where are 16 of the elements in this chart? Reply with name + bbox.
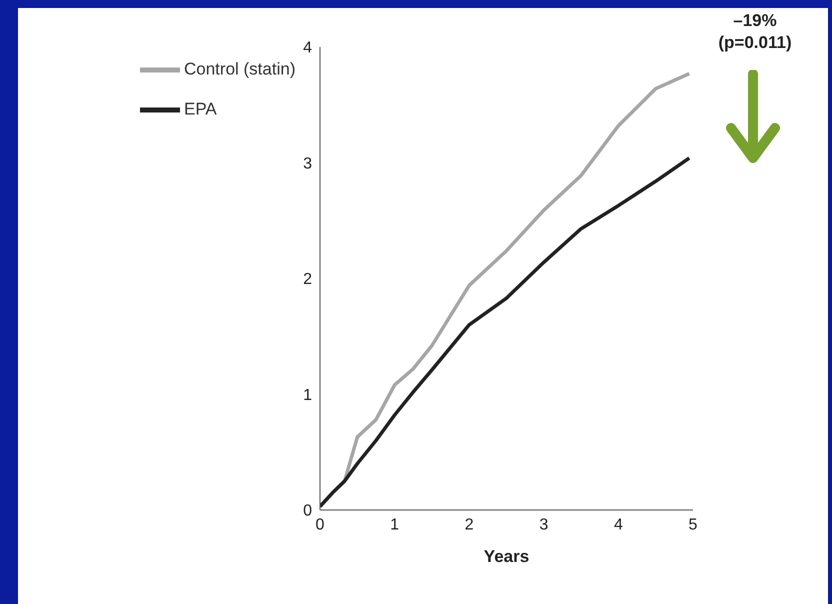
y-tick-label: 3	[303, 155, 312, 172]
legend-label: Control (statin)	[184, 59, 296, 78]
x-tick-label: 1	[390, 516, 400, 534]
legend-label: EPA	[184, 99, 217, 118]
y-tick-label: 0	[303, 502, 312, 520]
x-tick-label: 2	[464, 516, 474, 534]
x-tick-label: 4	[614, 516, 623, 534]
x-axis-title: Years	[484, 547, 530, 566]
y-tick-label: 2	[303, 271, 312, 288]
text: –19%	[732, 10, 778, 32]
x-tick-label: 0	[316, 516, 325, 534]
y-tick-label: 1	[303, 386, 312, 404]
y-tick-label: 4	[303, 40, 312, 57]
x-tick-label: 5	[688, 516, 698, 534]
x-tick-label: 3	[539, 516, 548, 534]
text: (p=0.011)	[717, 32, 793, 54]
